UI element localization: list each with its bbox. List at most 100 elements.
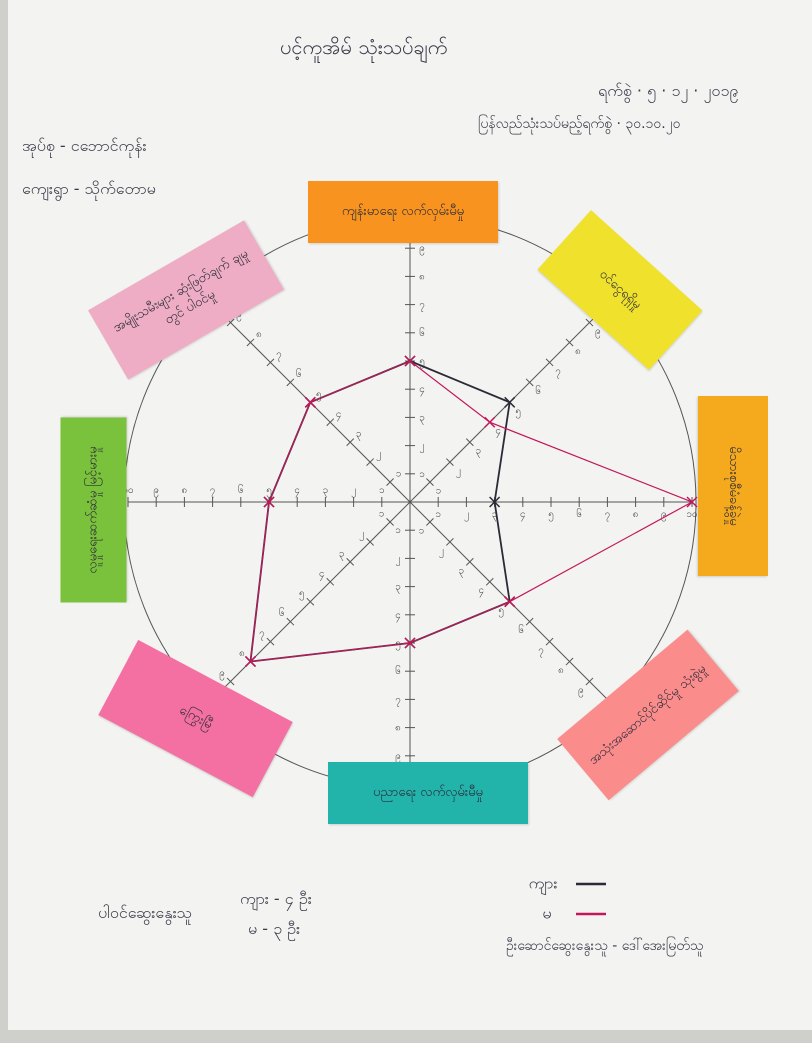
tick-label: ၁၀ [686, 509, 697, 520]
tick-label: ၅ [548, 509, 554, 522]
tick-label: ၃ [492, 509, 498, 522]
tick-label: ၂ [376, 449, 381, 462]
tick-mark [326, 577, 335, 586]
chart-title: ပင့်ကူအိမ် သုံးသပ်ချက် [280, 35, 448, 59]
tick-mark [266, 358, 275, 367]
tick-label: ၉ [153, 485, 159, 498]
tick-label: ၂ [359, 528, 364, 541]
axis-label: လူမှုရေးဆက်ဆံမှု မြင့်မားမှု [60, 417, 126, 603]
tick-label: ၃ [395, 582, 401, 595]
tick-mark [386, 478, 394, 486]
tick-mark [366, 458, 375, 467]
tick-label: ၂ [420, 441, 425, 454]
tick-mark [266, 637, 275, 646]
tick-label: ၆ [518, 623, 524, 636]
point-marker [404, 637, 416, 649]
facilitator: ဦးဆောင်ဆွေးနွေးသူ - ဒေါ်အေးမြတ်သူ [506, 938, 704, 954]
tick-mark [585, 318, 594, 327]
legend-label: မ [542, 904, 551, 923]
participants-male: ကျား - ၄ ဦး [240, 889, 312, 908]
tick-label: ၅ [419, 356, 425, 369]
tick-label: ၁ [395, 525, 401, 536]
point-marker [304, 396, 316, 408]
point-marker [504, 396, 516, 408]
tick-label: ၈ [558, 665, 564, 676]
paper: ၁၂၃၄၅၆၇၈၉၁၀၁၂၃၄၅၆၇၈၉၁၀၁၂၃၄၅၆၇၈၉၁၀၁၂၃၄၅၆၇… [8, 0, 812, 1030]
tick-label: ၂ [464, 509, 469, 522]
point-marker [404, 355, 416, 367]
axis-label: ပညာရေး လက်လှမ်းမီမှု [328, 762, 528, 824]
tick-label: ၆ [535, 384, 541, 397]
tick-label: ၈ [239, 648, 245, 659]
review-date: ပြန်လည်သုံးသပ်မည့်ရက်စွဲ · ၃၀.၁၀.၂၀ [478, 116, 681, 132]
tick-mark [346, 557, 355, 566]
tick-label: ၁ [419, 525, 425, 536]
tick-mark [485, 577, 494, 586]
tick-label: ၆ [279, 606, 285, 619]
tick-label: ၆ [238, 483, 244, 496]
tick-mark [565, 338, 574, 347]
tick-mark [286, 617, 295, 626]
tick-label: ၂ [351, 485, 356, 498]
legend-label: ကျား [529, 874, 558, 896]
date: ရက်စွဲ · ၅ · ၁၂ · ၂၀၁၉ [598, 81, 739, 100]
tick-label: ၈ [395, 723, 401, 734]
tick-label: ၆ [576, 507, 582, 520]
axis-label: မိသားစုစီမံခန့်ခွဲမှု [698, 396, 768, 576]
tick-label: ၉ [219, 668, 225, 681]
tick-label: ၃ [459, 565, 465, 578]
group: အုပ်စု - ငဘောင်ကုန်း [22, 136, 147, 155]
tick-mark [465, 438, 474, 447]
tick-mark [465, 557, 474, 566]
tick-mark [525, 617, 534, 626]
tick-label: ၇ [210, 485, 216, 498]
tick-label: ၃ [339, 548, 345, 561]
tick-mark [545, 637, 554, 646]
tick-mark [346, 438, 355, 447]
tick-label: ၇ [259, 628, 265, 641]
tick-label: ၇ [555, 366, 561, 379]
tick-label: ၇ [538, 645, 544, 658]
tick-label: ၅ [266, 485, 272, 498]
tick-mark [525, 378, 534, 387]
tick-label: ၄ [520, 509, 526, 522]
tick-label: ၅ [316, 389, 322, 402]
tick-label: ၁၀ [122, 485, 133, 496]
tick-label: ၅ [515, 406, 521, 419]
tick-mark [426, 518, 434, 526]
series-line [249, 360, 694, 663]
tick-label: ၉ [595, 326, 601, 339]
tick-label: ၈ [575, 346, 581, 357]
point-marker [686, 496, 698, 508]
tick-label: ၈ [419, 271, 425, 282]
tick-mark [286, 378, 295, 387]
tick-label: ၇ [395, 694, 401, 707]
tick-label: ၄ [395, 610, 401, 623]
tick-label: ၁ [379, 485, 385, 496]
tick-mark [226, 677, 235, 686]
tick-label: ၄ [478, 585, 484, 598]
participants-female: မ - ၃ ဦး [248, 919, 301, 938]
tick-label: ၁ [396, 469, 402, 480]
tick-label: ၆ [419, 326, 425, 339]
tick-label: ၇ [276, 349, 282, 362]
tick-label: ၂ [439, 545, 444, 558]
tick-mark [326, 418, 335, 427]
tick-mark [545, 358, 554, 367]
tick-mark [445, 537, 454, 546]
tick-label: ၈ [633, 509, 639, 520]
tick-label: ၁ [435, 509, 441, 520]
village: ကျေးရွာ - သိုက်တောမ [22, 179, 156, 198]
tick-label: ၆ [395, 664, 401, 677]
tick-label: ၇ [419, 300, 425, 313]
tick-label: ၈ [182, 485, 188, 496]
tick-label: ၉ [661, 509, 667, 522]
tick-label: ၅ [299, 588, 305, 601]
tick-label: ၉ [395, 751, 401, 764]
tick-label: ၁ [419, 469, 425, 480]
point-marker [484, 416, 496, 428]
tick-mark [585, 677, 594, 686]
tick-mark [386, 518, 394, 526]
tick-label: ၁ [436, 486, 442, 497]
